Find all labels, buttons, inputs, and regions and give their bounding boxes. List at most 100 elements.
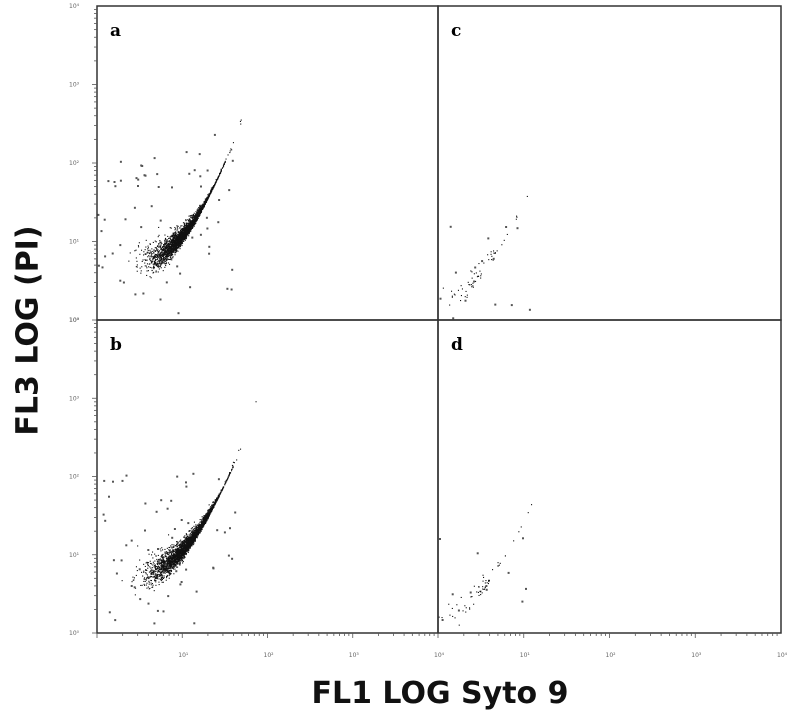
- event-dot: [149, 276, 151, 278]
- event-dot: [169, 256, 171, 258]
- event-dot: [203, 201, 205, 203]
- event-dot: [184, 235, 186, 237]
- event-dot: [176, 544, 178, 546]
- event-dot: [159, 250, 161, 252]
- event-dot: [168, 560, 170, 562]
- event-dot: [156, 575, 158, 577]
- event-dot: [194, 538, 196, 540]
- event-dot: [185, 554, 187, 556]
- event-dot: [175, 234, 177, 236]
- event-dot: [158, 246, 160, 248]
- event-dot: [111, 252, 114, 255]
- event-dot: [176, 225, 178, 227]
- event-dot: [180, 542, 182, 544]
- event-dot: [140, 584, 142, 586]
- event-dot: [161, 568, 163, 570]
- event-dot: [213, 185, 215, 187]
- event-dot: [212, 186, 214, 188]
- event-dot: [165, 257, 167, 259]
- event-dot: [183, 225, 185, 227]
- event-dot: [184, 233, 186, 235]
- event-dot: [229, 152, 231, 154]
- event-dot: [148, 252, 150, 254]
- event-dot: [162, 251, 164, 253]
- event-dot: [163, 565, 165, 567]
- event-dot: [172, 563, 174, 565]
- event-dot: [119, 279, 122, 282]
- event-dot: [166, 577, 168, 579]
- event-dot: [208, 504, 210, 506]
- event-dot: [174, 227, 176, 229]
- event-dot: [133, 579, 135, 581]
- event-dot: [186, 230, 188, 232]
- event-dot: [165, 246, 167, 248]
- event-dot: [163, 253, 165, 255]
- event-dot: [187, 233, 189, 235]
- event-dot: [182, 541, 184, 543]
- event-dot: [181, 233, 183, 235]
- event-dot: [173, 239, 175, 241]
- event-dot: [167, 551, 169, 553]
- event-dot: [156, 254, 158, 256]
- event-dot: [184, 227, 186, 229]
- event-dot: [175, 545, 177, 547]
- event-dot: [171, 259, 173, 261]
- event-dot: [191, 215, 193, 217]
- event-dot: [168, 573, 170, 575]
- event-dot: [144, 265, 146, 267]
- event-dot: [167, 566, 169, 568]
- event-dot: [136, 270, 138, 272]
- event-dot: [183, 229, 185, 231]
- event-dot: [159, 260, 161, 262]
- event-dot: [169, 549, 171, 551]
- event-dot: [217, 496, 219, 498]
- event-dot: [153, 257, 155, 259]
- event-dot: [175, 249, 177, 251]
- event-dot: [188, 232, 190, 234]
- event-dot: [158, 243, 160, 245]
- event-dot: [194, 530, 196, 532]
- event-dot: [162, 247, 164, 249]
- event-dot: [150, 255, 152, 257]
- event-dot: [187, 228, 189, 230]
- event-dot: [155, 254, 157, 256]
- event-dot: [149, 560, 151, 562]
- event-dot: [185, 547, 187, 549]
- event-dot: [171, 251, 173, 253]
- event-dot: [188, 235, 190, 237]
- event-dot: [184, 230, 186, 232]
- event-dot: [184, 539, 186, 541]
- event-dot: [207, 197, 209, 199]
- event-dot: [214, 502, 216, 504]
- event-dot: [188, 530, 190, 532]
- event-dot: [184, 546, 186, 548]
- event-dot: [157, 577, 159, 579]
- event-dot: [159, 247, 161, 249]
- event-dot: [183, 536, 185, 538]
- event-dot: [171, 555, 173, 557]
- event-dot: [173, 563, 175, 565]
- event-dot: [144, 580, 146, 582]
- event-dot: [177, 550, 179, 552]
- event-dot: [197, 216, 199, 218]
- panel-label-a: a: [110, 21, 121, 41]
- event-dot: [192, 529, 194, 531]
- event-dot: [174, 235, 176, 237]
- event-dot: [167, 559, 169, 561]
- event-dot: [189, 228, 191, 230]
- event-dot: [153, 566, 155, 568]
- event-dot: [160, 248, 162, 250]
- event-dot: [176, 226, 178, 228]
- event-dot: [191, 236, 194, 239]
- event-dot: [159, 245, 161, 247]
- event-dot: [202, 203, 204, 205]
- event-dot: [157, 251, 159, 253]
- event-dot: [145, 253, 147, 255]
- event-dot: [192, 540, 194, 542]
- event-dot: [183, 233, 185, 235]
- event-dot: [168, 575, 170, 577]
- event-dot: [155, 577, 157, 579]
- event-dot: [152, 561, 154, 563]
- event-dot: [202, 517, 204, 519]
- event-dot: [172, 550, 174, 552]
